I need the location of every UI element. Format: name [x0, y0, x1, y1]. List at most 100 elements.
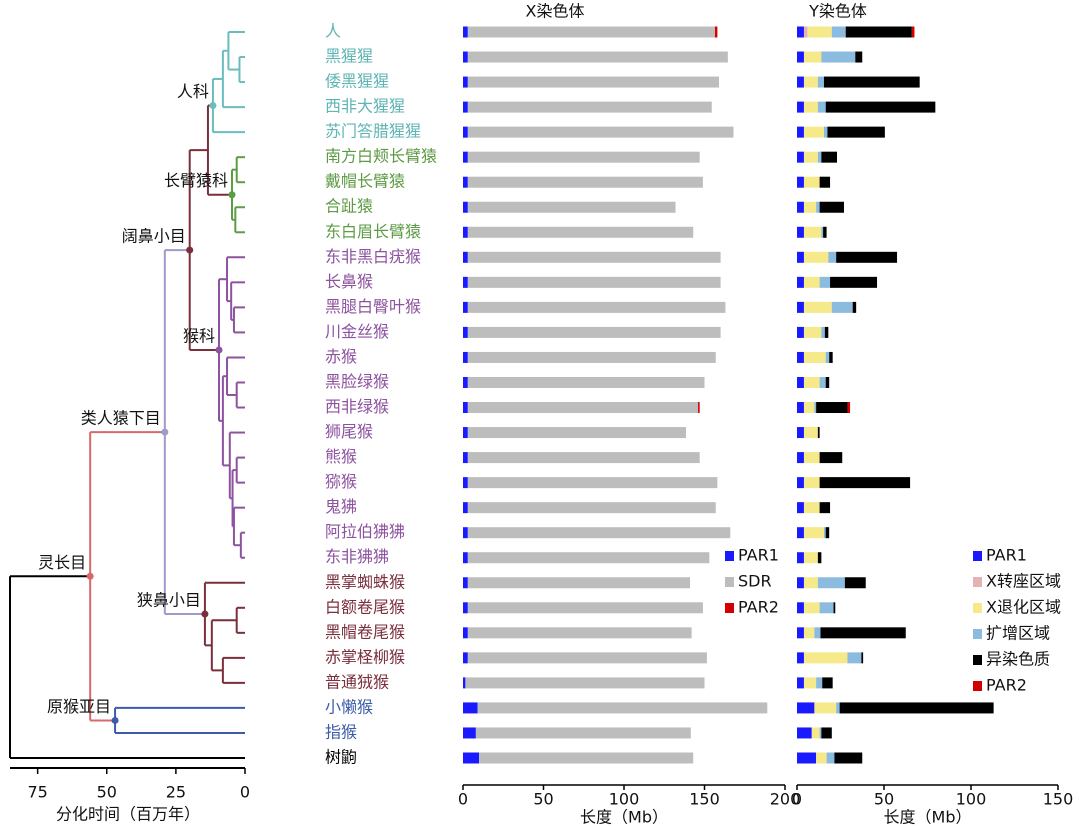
- bar-segment: [820, 627, 906, 639]
- x-tick-label: 100: [956, 790, 987, 809]
- node-dot: [201, 610, 209, 618]
- bar-segment: [821, 51, 856, 63]
- clade-label: 类人猿下目: [81, 409, 161, 428]
- bar-segment: [797, 577, 804, 589]
- bar-segment: [828, 251, 837, 263]
- tree-tick-label: 0: [240, 783, 250, 802]
- bar-segment: [831, 26, 846, 38]
- tree-tick-label: 75: [27, 783, 47, 802]
- bar-segment: [463, 126, 468, 138]
- tree-axis-label: 分化时间（百万年）: [56, 805, 200, 824]
- clade-label: 猴科: [183, 327, 215, 346]
- species-label: 赤猴: [325, 347, 357, 366]
- bar-segment: [467, 351, 716, 363]
- species-label: 东非狒狒: [325, 547, 389, 566]
- bar-segment: [803, 126, 824, 138]
- clade-label: 灵长目: [38, 553, 86, 572]
- bar-segment: [817, 552, 822, 564]
- bar-segment: [463, 402, 468, 414]
- bar-segment: [467, 251, 721, 263]
- bar-segment: [465, 677, 705, 689]
- bar-segment: [831, 301, 853, 313]
- bar-segment: [814, 402, 817, 414]
- species-label: 倭黑猩猩: [325, 72, 389, 91]
- bar-segment: [463, 627, 468, 639]
- bar-segment: [803, 376, 820, 388]
- bar-segment: [467, 176, 703, 188]
- species-label: 阿拉伯狒狒: [325, 522, 405, 541]
- bar-segment: [467, 201, 676, 213]
- bar-segment: [467, 51, 728, 63]
- bar-segment: [803, 251, 829, 263]
- bar-segment: [797, 376, 804, 388]
- bar-segment: [825, 351, 830, 363]
- species-label: 东非黑白疣猴: [325, 247, 421, 266]
- chart-title: Y染色体: [808, 2, 867, 21]
- legend-label: PAR1: [738, 546, 779, 565]
- bar-segment: [816, 402, 848, 414]
- bar-segment: [797, 452, 804, 464]
- bar-segment: [803, 101, 818, 113]
- species-label: 人: [325, 22, 341, 41]
- species-label: 西非大猩猩: [325, 97, 405, 116]
- species-label: 黑腿白臀叶猴: [325, 297, 421, 316]
- bar-segment: [834, 752, 863, 764]
- bar-segment: [463, 477, 468, 489]
- bar-segment: [463, 101, 468, 113]
- bar-segment: [845, 26, 912, 38]
- bar-segment: [463, 251, 468, 263]
- bar-segment: [821, 727, 832, 739]
- bar-segment: [839, 702, 994, 714]
- bar-segment: [797, 226, 804, 238]
- species-label: 白额卷尾猴: [325, 597, 405, 616]
- species-label: 黑帽卷尾猴: [325, 622, 405, 641]
- bar-segment: [803, 502, 820, 514]
- bar-segment: [463, 502, 468, 514]
- clade-label: 阔鼻小目: [122, 227, 186, 246]
- species-label: 赤掌柽柳猴: [325, 647, 405, 666]
- bar-segment: [821, 326, 825, 338]
- bar-segment: [825, 527, 830, 539]
- clade-label: 人科: [177, 82, 209, 101]
- bar-segment: [803, 652, 848, 664]
- legend-label: PAR2: [986, 676, 1027, 695]
- bar-segment: [797, 702, 815, 714]
- bar-segment: [467, 577, 691, 589]
- bar-segment: [814, 627, 821, 639]
- species-label: 苏门答腊猩猩: [325, 122, 421, 141]
- bar-segment: [463, 76, 468, 88]
- bar-segment: [797, 126, 804, 138]
- bar-segment: [467, 452, 700, 464]
- bar-segment: [819, 276, 831, 288]
- species-label: 黑掌蜘蛛猴: [325, 572, 405, 591]
- x-tick-label: 150: [689, 790, 720, 809]
- x-axis-label: 长度（Mb）: [580, 808, 668, 827]
- legend-label: PAR2: [738, 598, 779, 617]
- bar-segment: [463, 577, 468, 589]
- bar-segment: [467, 627, 692, 639]
- bar-segment: [797, 351, 804, 363]
- bar-segment: [463, 151, 468, 163]
- bar-segment: [463, 51, 468, 63]
- tree-tick-label: 50: [97, 783, 117, 802]
- bar-segment: [797, 326, 804, 338]
- bar-segment: [698, 402, 700, 414]
- bar-segment: [803, 477, 820, 489]
- clade-label: 长臂猿科: [164, 171, 228, 190]
- bar-segment: [826, 752, 835, 764]
- bar-segment: [861, 652, 864, 664]
- bar-segment: [797, 552, 804, 564]
- bar-segment: [819, 452, 843, 464]
- legend-swatch: [973, 551, 982, 561]
- bar-segment: [467, 602, 703, 614]
- bar-segment: [807, 26, 832, 38]
- bar-segment: [714, 26, 718, 38]
- bar-segment: [463, 276, 468, 288]
- bar-segment: [467, 126, 734, 138]
- bar-segment: [911, 26, 915, 38]
- legend-label: SDR: [738, 572, 772, 591]
- bar-segment: [797, 477, 804, 489]
- bar-segment: [803, 577, 818, 589]
- species-label: 黑猩猩: [325, 47, 373, 66]
